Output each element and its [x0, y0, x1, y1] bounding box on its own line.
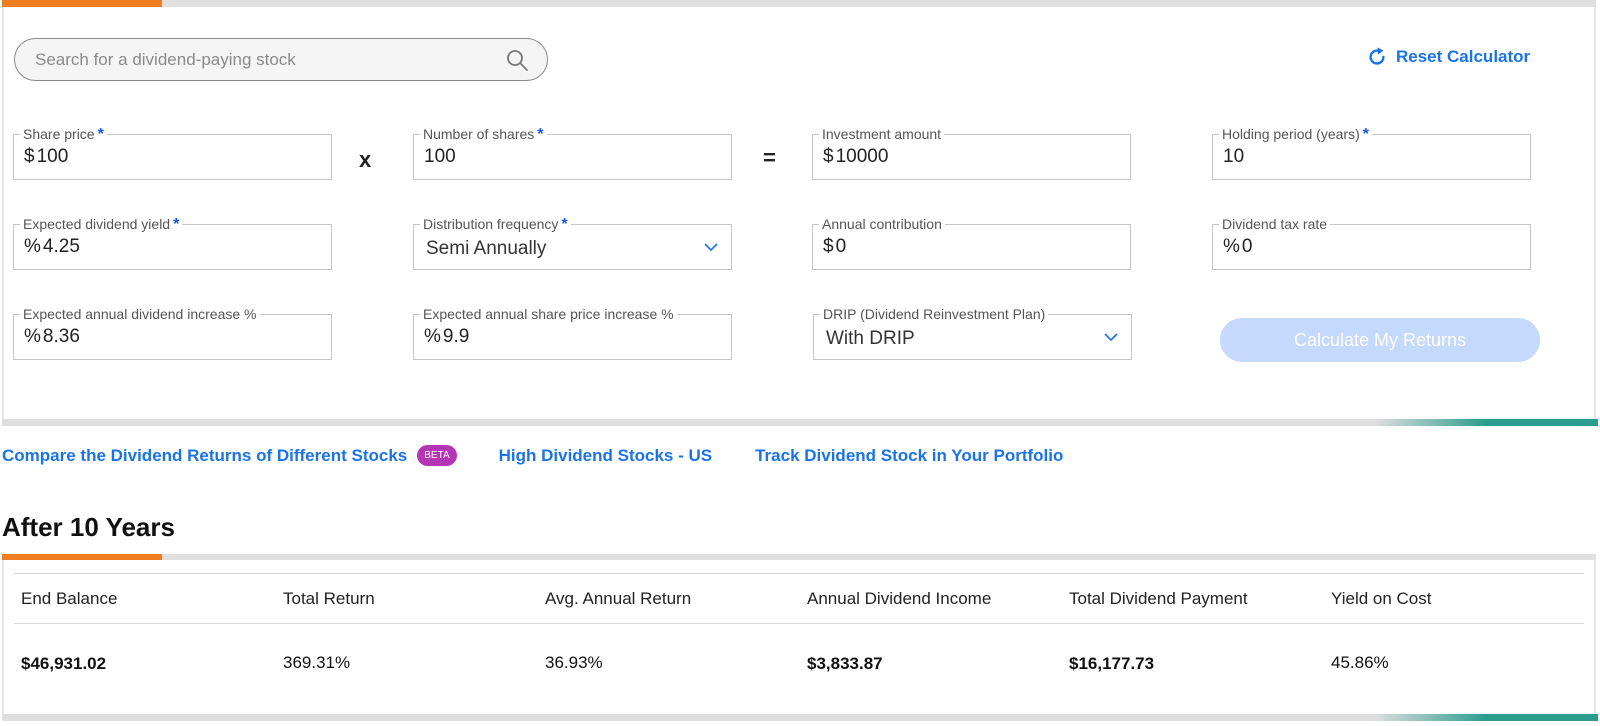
drip-select[interactable]: DRIP (Dividend Reinvestment Plan) With D… — [813, 306, 1132, 360]
investment-amount-field: Investment amount $ — [812, 126, 1131, 180]
card-bottom-bar — [2, 419, 1598, 426]
value-total-return: 369.31% — [283, 653, 351, 672]
compare-stocks-link[interactable]: Compare the Dividend Returns of Differen… — [2, 445, 408, 465]
calculator-card: Reset Calculator Share price* $ x Number… — [2, 0, 1598, 426]
distribution-frequency-select[interactable]: Distribution frequency * Semi Annually — [413, 216, 732, 270]
value-total-dividend-payment: $16,177.73 — [1069, 654, 1155, 673]
investment-amount-input[interactable] — [835, 146, 1096, 168]
dividend-increase-label: Expected annual dividend increase % — [20, 306, 260, 322]
required-mark: * — [561, 216, 568, 233]
drip-value: With DRIP — [826, 328, 915, 349]
search-input[interactable] — [35, 49, 495, 70]
percent-unit: % — [424, 326, 441, 347]
number-of-shares-label-text: Number of shares — [423, 126, 535, 142]
results-title: After 10 Years — [2, 512, 175, 542]
header-annual-dividend-income: Annual Dividend Income — [807, 589, 992, 608]
annual-contribution-input[interactable] — [835, 236, 1096, 258]
number-of-shares-field: Number of shares * — [413, 126, 732, 180]
search-icon[interactable] — [505, 48, 529, 72]
distribution-frequency-label: Distribution frequency * — [420, 216, 571, 233]
header-avg-annual-return: Avg. Annual Return — [545, 589, 692, 608]
results-top-accent — [2, 554, 162, 560]
results-top-bar — [2, 554, 1596, 560]
calculate-my-returns-button[interactable]: Calculate My Returns — [1220, 318, 1540, 362]
share-price-increase-input[interactable] — [442, 326, 703, 348]
share-price-increase-label: Expected annual share price increase % — [420, 306, 677, 322]
card-top-accent — [2, 0, 162, 7]
dividend-yield-input[interactable] — [42, 236, 303, 258]
dividend-tax-rate-field: Dividend tax rate % — [1212, 216, 1531, 270]
dividend-increase-field: Expected annual dividend increase % % — [13, 306, 332, 360]
header-total-dividend-payment: Total Dividend Payment — [1069, 589, 1248, 608]
reset-calculator-label: Reset Calculator — [1396, 47, 1531, 66]
dividend-tax-rate-label: Dividend tax rate — [1219, 216, 1331, 232]
distribution-frequency-label-text: Distribution frequency — [423, 216, 559, 232]
holding-period-label: Holding period (years) * — [1219, 126, 1372, 143]
dollar-unit: $ — [24, 146, 35, 167]
value-yield-on-cost: 45.86% — [1331, 653, 1389, 672]
card-right-border — [1594, 7, 1596, 423]
results-divider — [14, 623, 1584, 624]
share-price-label-text: Share price — [23, 126, 95, 142]
results-bottom-bar — [2, 714, 1598, 721]
holding-period-label-text: Holding period (years) — [1222, 126, 1360, 142]
share-price-increase-field: Expected annual share price increase % % — [413, 306, 732, 360]
chevron-down-icon — [704, 243, 718, 252]
results-table: End Balance Total Return Avg. Annual Ret… — [2, 554, 1598, 724]
drip-label: DRIP (Dividend Reinvestment Plan) — [820, 306, 1049, 322]
beta-badge: BETA — [417, 445, 457, 466]
percent-unit: % — [24, 326, 41, 347]
search-box — [14, 38, 548, 81]
results-divider — [14, 573, 1584, 574]
header-end-balance: End Balance — [21, 589, 118, 608]
annual-contribution-field: Annual contribution $ — [812, 216, 1131, 270]
results-right-border — [1594, 560, 1596, 714]
high-dividend-stocks-link[interactable]: High Dividend Stocks - US — [498, 445, 713, 465]
number-of-shares-label: Number of shares * — [420, 126, 547, 143]
multiply-operator: x — [359, 147, 372, 172]
refresh-icon — [1369, 47, 1385, 65]
number-of-shares-input[interactable] — [424, 146, 684, 168]
investment-amount-label: Investment amount — [819, 126, 945, 142]
dividend-increase-input[interactable] — [42, 326, 303, 348]
share-price-input[interactable] — [36, 146, 297, 168]
results-left-border — [2, 560, 4, 714]
distribution-frequency-value: Semi Annually — [426, 238, 547, 259]
value-annual-dividend-income: $3,833.87 — [807, 654, 883, 673]
dollar-unit: $ — [823, 236, 834, 257]
annual-contribution-label: Annual contribution — [819, 216, 945, 232]
value-end-balance: $46,931.02 — [21, 654, 107, 673]
required-mark: * — [173, 216, 180, 233]
related-links: Compare the Dividend Returns of Differen… — [2, 445, 1063, 466]
card-top-bar — [2, 0, 1596, 7]
percent-unit: % — [24, 236, 41, 257]
required-mark: * — [1362, 126, 1369, 143]
dividend-yield-label-text: Expected dividend yield — [23, 216, 171, 232]
dividend-tax-rate-input[interactable] — [1241, 236, 1502, 258]
holding-period-input[interactable] — [1223, 146, 1483, 168]
header-yield-on-cost: Yield on Cost — [1331, 589, 1432, 608]
equals-operator: = — [763, 145, 776, 170]
dividend-yield-field: Expected dividend yield * % — [13, 216, 332, 270]
card-left-border — [2, 7, 4, 423]
holding-period-field: Holding period (years) * — [1212, 126, 1531, 180]
share-price-label: Share price * — [20, 126, 107, 143]
header-total-return: Total Return — [283, 589, 375, 608]
share-price-field: Share price * $ — [13, 126, 332, 180]
percent-unit: % — [1223, 236, 1240, 257]
dividend-yield-label: Expected dividend yield * — [20, 216, 183, 233]
value-avg-annual-return: 36.93% — [545, 653, 603, 672]
track-dividend-stock-link[interactable]: Track Dividend Stock in Your Portfolio — [755, 445, 1064, 465]
chevron-down-icon — [1104, 333, 1118, 342]
dollar-unit: $ — [823, 146, 834, 167]
required-mark: * — [537, 126, 544, 143]
required-mark: * — [97, 126, 104, 143]
reset-calculator-button[interactable]: Reset Calculator — [1366, 46, 1530, 68]
